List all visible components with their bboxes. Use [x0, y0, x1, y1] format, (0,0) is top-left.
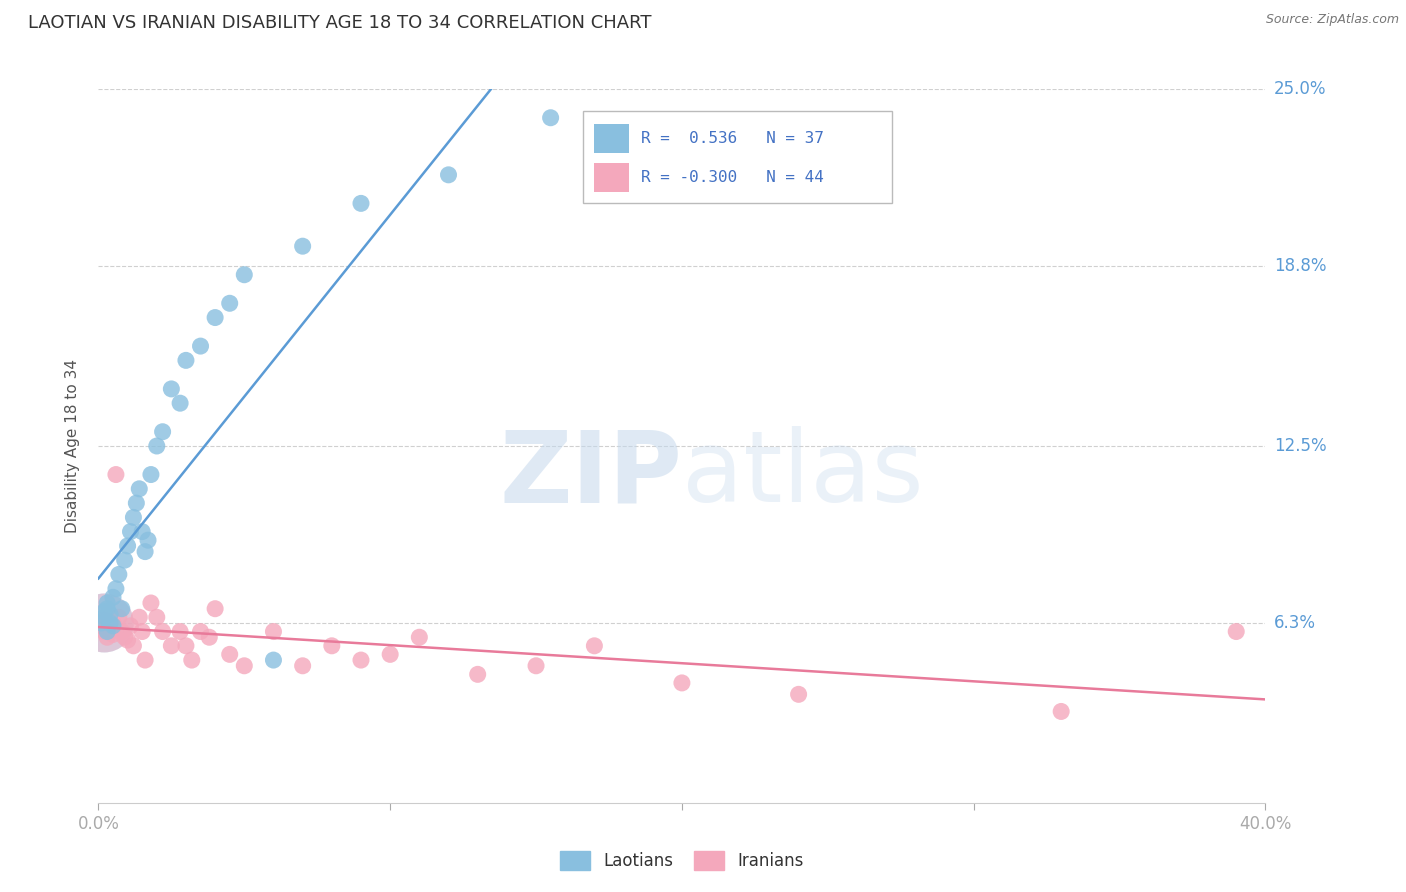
Point	[190, 624, 212, 639]
Text: ZIP: ZIP	[499, 426, 682, 523]
Point	[125, 496, 148, 510]
Point	[131, 524, 153, 539]
Point	[117, 539, 139, 553]
Text: atlas: atlas	[682, 426, 924, 523]
Text: LAOTIAN VS IRANIAN DISABILITY AGE 18 TO 34 CORRELATION CHART: LAOTIAN VS IRANIAN DISABILITY AGE 18 TO …	[28, 14, 652, 32]
Y-axis label: Disability Age 18 to 34: Disability Age 18 to 34	[65, 359, 80, 533]
Point	[96, 601, 118, 615]
Point	[111, 601, 134, 615]
Point	[218, 648, 240, 662]
Text: 6.3%: 6.3%	[1274, 614, 1316, 632]
Point	[169, 396, 191, 410]
Text: R =  0.536   N = 37: R = 0.536 N = 37	[641, 131, 824, 146]
Point	[117, 633, 139, 648]
Point	[321, 639, 343, 653]
Point	[114, 553, 136, 567]
Text: 12.5%: 12.5%	[1274, 437, 1326, 455]
Point	[98, 607, 121, 622]
FancyBboxPatch shape	[595, 163, 630, 192]
Point	[204, 601, 226, 615]
Legend: Laotians, Iranians: Laotians, Iranians	[554, 844, 810, 877]
Point	[134, 544, 156, 558]
Point	[98, 615, 121, 630]
Point	[146, 610, 169, 624]
Text: Source: ZipAtlas.com: Source: ZipAtlas.com	[1265, 13, 1399, 27]
Point	[96, 624, 118, 639]
Point	[291, 658, 314, 673]
Point	[120, 619, 142, 633]
Point	[93, 615, 115, 630]
Point	[114, 630, 136, 644]
Point	[122, 639, 145, 653]
Point	[262, 624, 284, 639]
Point	[139, 467, 162, 482]
Point	[93, 605, 115, 619]
Text: 18.8%: 18.8%	[1274, 257, 1326, 275]
FancyBboxPatch shape	[582, 111, 891, 203]
Point	[131, 624, 153, 639]
Point	[104, 467, 127, 482]
Point	[98, 624, 121, 639]
FancyBboxPatch shape	[595, 124, 630, 153]
Point	[108, 567, 131, 582]
Point	[218, 296, 240, 310]
Point	[108, 610, 131, 624]
Point	[380, 648, 402, 662]
Point	[1225, 624, 1247, 639]
Point	[233, 658, 256, 673]
Point	[96, 615, 118, 630]
Point	[101, 591, 124, 605]
Point	[174, 353, 197, 368]
Point	[90, 615, 112, 630]
Point	[350, 653, 373, 667]
Point	[198, 630, 221, 644]
Point	[90, 619, 112, 633]
Point	[139, 596, 162, 610]
Point	[93, 615, 115, 630]
Point	[128, 482, 150, 496]
Point	[93, 624, 115, 639]
Point	[437, 168, 460, 182]
Point	[146, 439, 169, 453]
Point	[583, 639, 606, 653]
Point	[291, 239, 314, 253]
Point	[350, 196, 373, 211]
Point	[101, 619, 124, 633]
Point	[160, 639, 183, 653]
Text: 25.0%: 25.0%	[1274, 80, 1326, 98]
Point	[93, 610, 115, 624]
Point	[101, 627, 124, 641]
Point	[408, 630, 430, 644]
Point	[262, 653, 284, 667]
Point	[174, 639, 197, 653]
Point	[98, 619, 121, 633]
Point	[93, 613, 115, 627]
Point	[1050, 705, 1073, 719]
Point	[467, 667, 489, 681]
Point	[122, 510, 145, 524]
Point	[160, 382, 183, 396]
Point	[169, 624, 191, 639]
Point	[152, 425, 174, 439]
Point	[204, 310, 226, 325]
Point	[104, 582, 127, 596]
Point	[111, 624, 134, 639]
Point	[540, 111, 562, 125]
Point	[671, 676, 693, 690]
Point	[120, 524, 142, 539]
Point	[180, 653, 202, 667]
Point	[152, 624, 174, 639]
Text: R = -0.300   N = 44: R = -0.300 N = 44	[641, 169, 824, 185]
Point	[96, 596, 118, 610]
Point	[134, 653, 156, 667]
Point	[787, 687, 810, 701]
Point	[101, 615, 124, 630]
Point	[190, 339, 212, 353]
Point	[96, 630, 118, 644]
Point	[524, 658, 547, 673]
Point	[128, 610, 150, 624]
Point	[136, 533, 159, 548]
Point	[233, 268, 256, 282]
